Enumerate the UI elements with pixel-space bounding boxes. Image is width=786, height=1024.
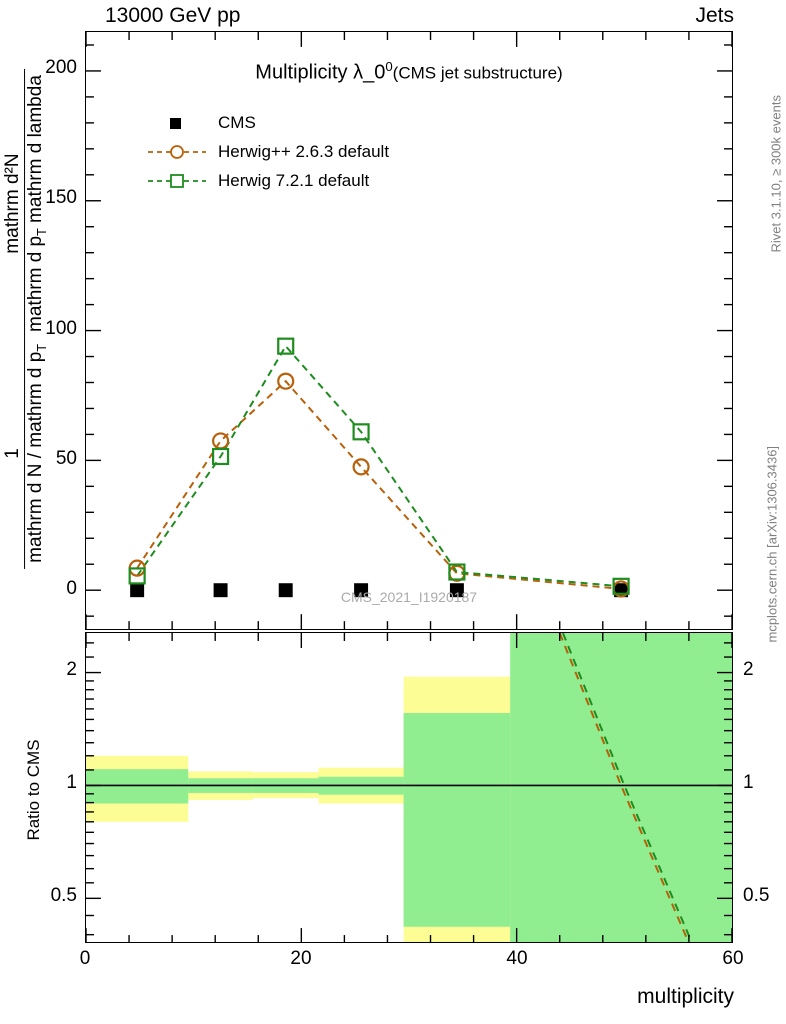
legend-item-herwigpp[interactable]: Herwig++ 2.6.3 default: [148, 137, 389, 166]
ratio-y-tick-label-right: 1: [743, 771, 754, 793]
den-sub-a: T: [34, 343, 49, 352]
header-process-label: Jets: [695, 4, 734, 27]
ratio-y-tick-label: 1: [66, 771, 77, 793]
analysis-watermark: CMS_2021_I1920187: [340, 589, 478, 605]
main-y-tick-label: 200: [45, 57, 77, 79]
ratio-y-tick-label-right: 0.5: [743, 885, 770, 907]
x-tick-label: 60: [722, 948, 744, 969]
main-plot-panel: [85, 31, 733, 630]
main-y-tick-label: 50: [55, 447, 77, 469]
x-axis-label: multiplicity: [637, 985, 734, 1008]
legend-marker-cms: [148, 112, 206, 134]
legend-marker-herwig7: [148, 170, 206, 192]
ratio-y-tick-label: 2: [66, 658, 77, 680]
ratio-y-tick-label-right: 2: [743, 658, 754, 680]
main-y-tick-label: 150: [45, 187, 77, 209]
x-tick-label: 20: [290, 948, 312, 969]
legend-item-cms[interactable]: CMS: [148, 108, 389, 137]
title-text: Multiplicity λ_0: [255, 61, 386, 84]
rivet-credit: Rivet 3.1.10, ≥ 300k events: [768, 95, 784, 253]
ratio-plot-panel: [85, 632, 733, 943]
ratio-plot-canvas: [86, 633, 732, 942]
legend-item-herwig7[interactable]: Herwig 7.2.1 default: [148, 166, 389, 195]
header-beam-label: 13000 GeV pp: [105, 4, 241, 27]
ratio-y-tick-label: 0.5: [50, 885, 77, 907]
legend-label-cms: CMS: [218, 112, 256, 132]
legend-label-herwig7: Herwig 7.2.1 default: [218, 170, 370, 190]
legend-label-herwigpp: Herwig++ 2.6.3 default: [218, 141, 390, 161]
den-sub-b: T: [34, 228, 49, 236]
legend: CMS Herwig++ 2.6.3 default Herwig 7.2.1 …: [148, 108, 389, 195]
legend-marker-herwigpp: [148, 141, 206, 163]
page-title: Multiplicity λ_00(CMS jet substructure): [85, 59, 733, 85]
x-tick-label: 0: [79, 948, 91, 969]
main-y-tick-label: 100: [45, 317, 77, 339]
x-tick-label: 40: [506, 948, 528, 969]
title-paren: (CMS jet substructure): [392, 63, 563, 83]
mcplots-credit: mcplots.cern.ch [arXiv:1306.3436]: [764, 445, 780, 643]
main-plot-canvas: [85, 32, 733, 630]
title-superscript: 0: [385, 59, 393, 74]
main-y-tick-label: 0: [66, 577, 77, 599]
